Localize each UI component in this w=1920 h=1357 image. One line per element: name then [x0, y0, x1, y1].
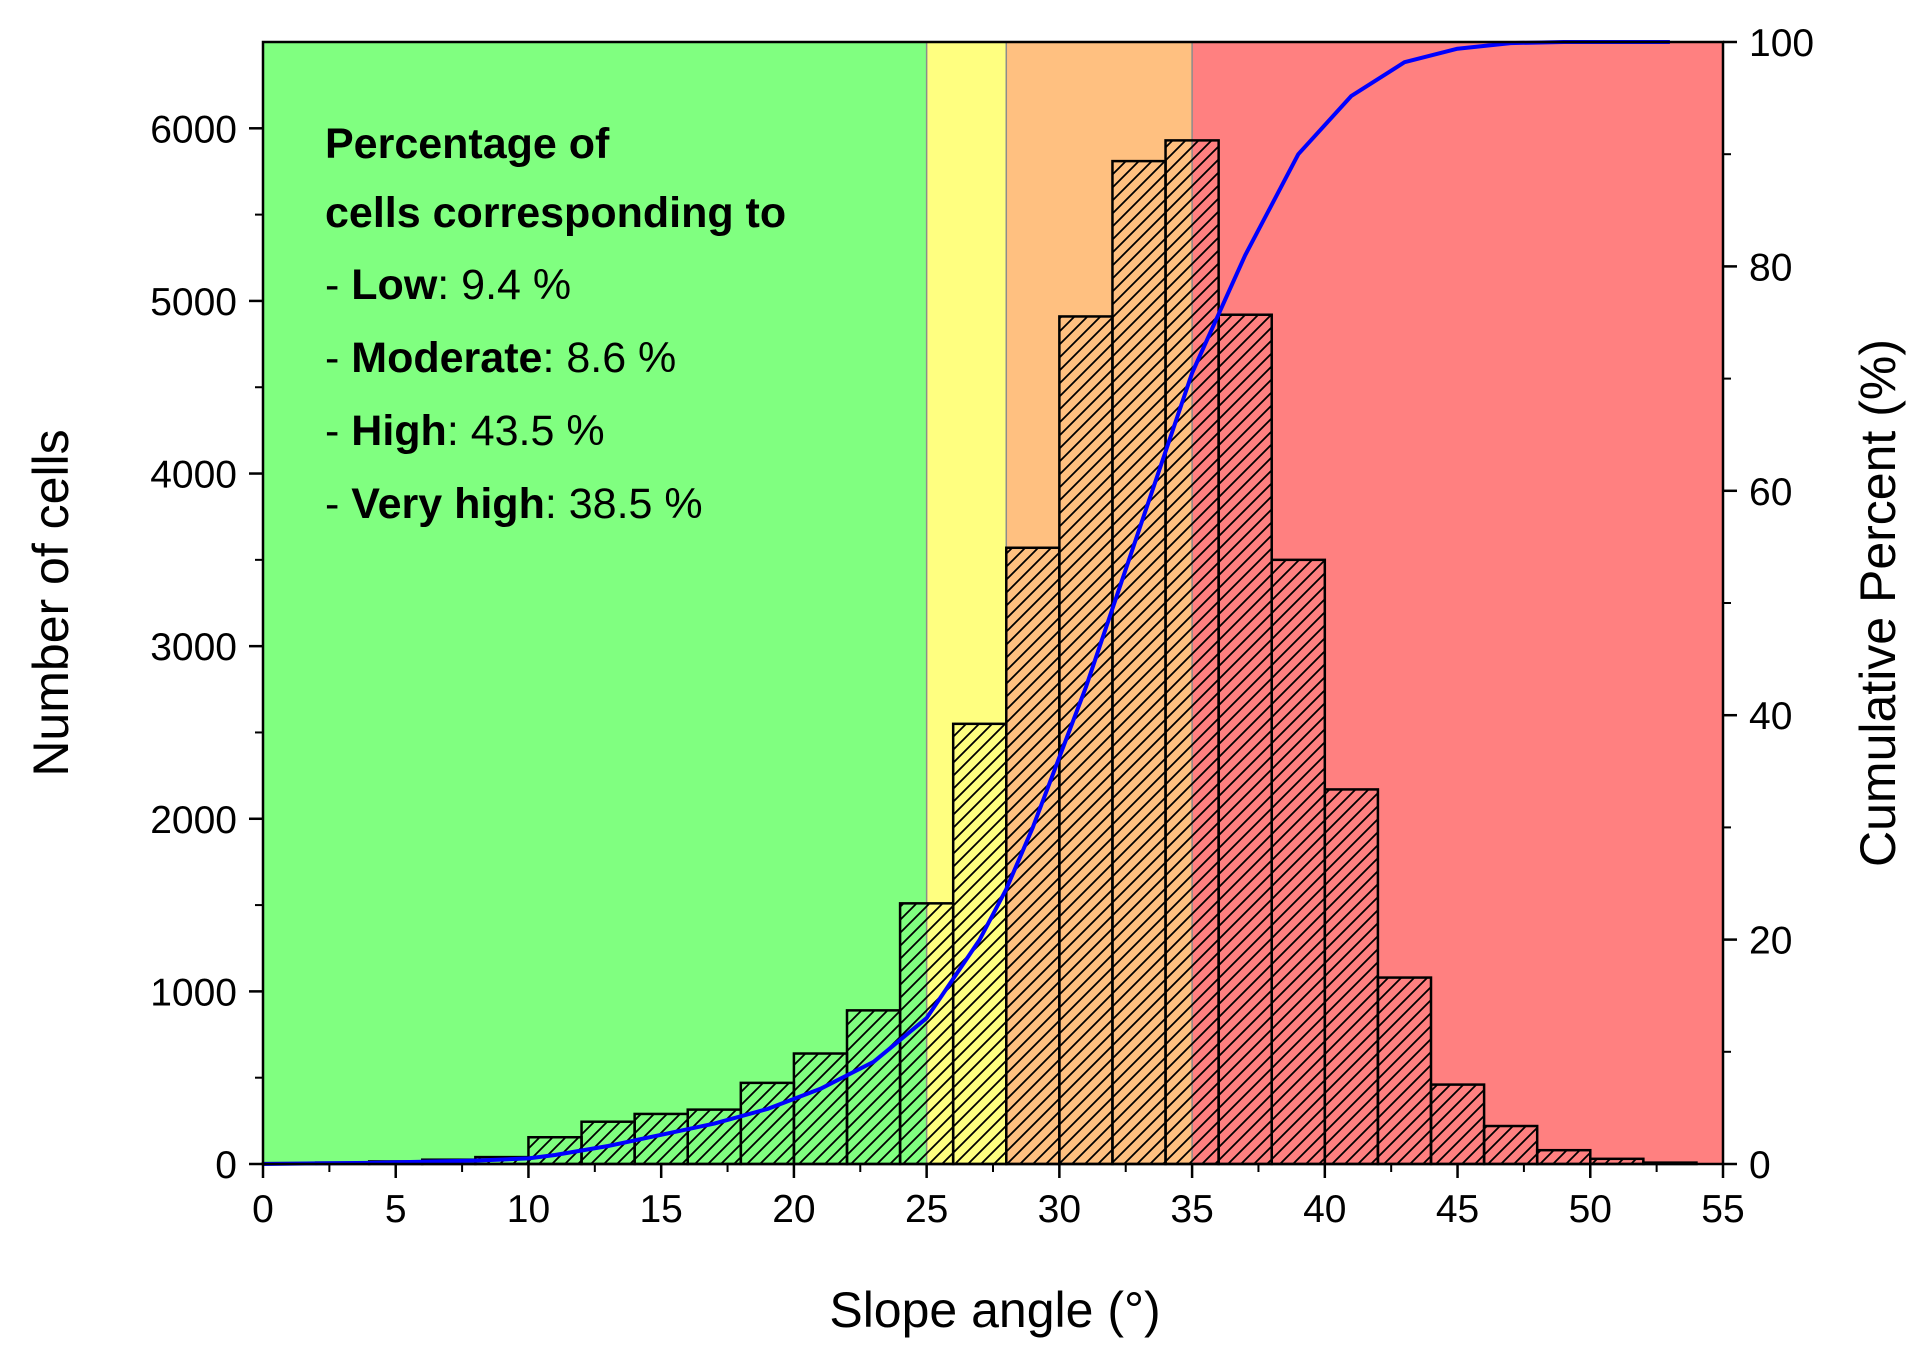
histogram-bars: [261, 139, 1698, 1166]
cumulative-percent-line: [262, 40, 1670, 1166]
x-axis-title: Slope angle (°): [829, 1282, 1160, 1338]
y-axis-title: Number of cells: [23, 429, 79, 776]
x-tick-label: 10: [507, 1188, 550, 1231]
y2-tick-label: 80: [1749, 246, 1792, 289]
cumulative-line-group: [262, 40, 1670, 1166]
susceptibility-zones: [263, 42, 1723, 1164]
annotation-item-very-high: - Very high: 38.5 %: [325, 480, 703, 528]
histogram-bar: [1111, 159, 1167, 1166]
zone-low: [263, 42, 927, 1164]
x-tick-label: 50: [1569, 1188, 1612, 1231]
histogram-bar: [1164, 139, 1220, 1166]
annotation-title-line1: Percentage of: [325, 120, 610, 168]
x-tick-label: 20: [772, 1188, 815, 1231]
annotation-item-moderate: - Moderate: 8.6 %: [325, 334, 676, 382]
histogram-bar: [1005, 546, 1061, 1166]
y-tick-label: 2000: [150, 799, 237, 842]
histogram-bar: [951, 722, 1008, 1166]
annotation-item-low: - Low: 9.4 %: [325, 261, 571, 309]
y2-tick-label: 20: [1749, 920, 1792, 963]
y2-axis-title: Cumulative Percent (%): [1850, 339, 1906, 867]
y-tick-label: 6000: [150, 108, 237, 151]
histogram-bar: [1482, 1124, 1539, 1166]
x-tick-label: 40: [1303, 1188, 1346, 1231]
y2-tick-label: 40: [1749, 695, 1792, 738]
axes: 0 5 10 15 20 25 30 35 40 45 50 55010002000300040005…: [150, 22, 1814, 1231]
histogram-bar: [1429, 1083, 1486, 1166]
annotation-item-high: - High: 43.5 %: [325, 407, 605, 455]
y2-tick-label: 0: [1749, 1144, 1771, 1187]
y-tick-label: 4000: [150, 454, 237, 497]
y-tick-label: 1000: [150, 971, 237, 1014]
y2-tick-label: 100: [1749, 22, 1814, 65]
x-tick-label: 0: [252, 1188, 274, 1231]
x-tick-label: 55: [1701, 1188, 1744, 1231]
y-tick-label: 5000: [150, 281, 237, 324]
y-tick-label: 3000: [150, 626, 237, 669]
histogram-bar: [845, 1009, 902, 1166]
y-tick-label: 0: [215, 1144, 237, 1187]
histogram-bar: [792, 1052, 849, 1166]
histogram-bar: [1323, 788, 1380, 1166]
x-tick-label: 35: [1170, 1188, 1213, 1231]
histogram-bar: [1535, 1148, 1592, 1166]
x-tick-label: 15: [639, 1188, 682, 1231]
histogram-bar: [1217, 313, 1273, 1166]
x-tick-label: 45: [1436, 1188, 1479, 1231]
histogram-bar: [739, 1081, 796, 1166]
histogram-bar: [527, 1135, 583, 1166]
x-tick-label: 30: [1038, 1188, 1081, 1231]
histogram-bar: [1376, 976, 1433, 1166]
x-tick-label: 5: [385, 1188, 407, 1231]
x-tick-label: 25: [905, 1188, 948, 1231]
percentage-annotation: Percentage of cells corresponding to - L…: [325, 120, 786, 528]
histogram-bar: [1270, 558, 1327, 1166]
annotation-title-line2: cells corresponding to: [325, 189, 786, 237]
y2-tick-label: 60: [1749, 471, 1792, 514]
